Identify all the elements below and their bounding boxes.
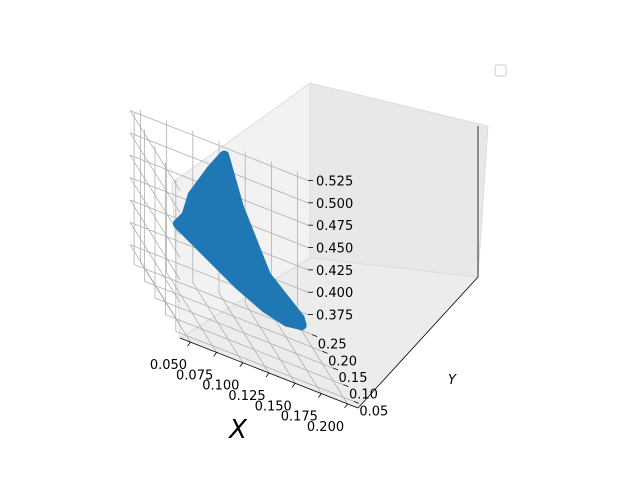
- x-axis-title: X: [227, 415, 248, 445]
- y-ticks: 0.050.10 0.15 0.200.25: [312, 334, 388, 419]
- x-tick-label: 0.050: [150, 358, 187, 373]
- x-tick-label: 0.100: [202, 379, 239, 394]
- x-tick-label: 0.175: [281, 410, 318, 425]
- y-tick-label: 0.20: [328, 354, 357, 369]
- x-tick-mark: [265, 372, 270, 378]
- y-tick-mark: [312, 334, 318, 338]
- grid-line-y: [165, 314, 344, 386]
- z-tick-label: 0.425: [316, 264, 353, 279]
- y-axis-title: Y: [448, 373, 457, 388]
- data-point: [281, 316, 292, 327]
- data-point: [233, 202, 244, 213]
- y-tick-mark: [332, 367, 339, 371]
- z-tick-label: 0.500: [316, 197, 353, 212]
- grid-line-y: [154, 297, 334, 369]
- y-axis-line: [357, 276, 479, 409]
- y-tick-label: 0.10: [349, 388, 378, 403]
- grid-line-y: [175, 330, 354, 402]
- x-tick-mark: [239, 362, 244, 367]
- z-tick-label: 0.525: [316, 174, 353, 189]
- x-tick-mark: [291, 383, 296, 388]
- z-tick-label: 0.475: [316, 219, 353, 234]
- x-tick-label: 0.125: [228, 389, 265, 404]
- z-ticks: 0.375 0.400 0.425 0.450 0.475 0.500 0.525: [308, 174, 353, 324]
- z-tick-label: 0.375: [316, 309, 353, 324]
- data-point: [173, 218, 183, 229]
- y-tick-mark: [343, 384, 349, 388]
- data-point: [181, 210, 192, 221]
- y-tick-label: 0.25: [318, 338, 347, 353]
- x-tick-mark: [213, 352, 217, 357]
- data-point: [187, 190, 198, 201]
- y-tick-mark: [322, 350, 328, 354]
- legend-box[interactable]: [494, 64, 507, 77]
- z-tick-label: 0.400: [316, 286, 353, 301]
- z-tick-label: 0.450: [316, 242, 353, 257]
- y-tick-mark: [353, 400, 359, 404]
- data-point: [233, 279, 244, 290]
- data-point: [219, 150, 230, 161]
- data-point: [206, 164, 217, 175]
- y-tick-label: 0.15: [339, 371, 368, 386]
- y-tick-label: 0.05: [359, 404, 388, 419]
- grid-line-y: [144, 280, 323, 352]
- x-tick-mark: [318, 393, 322, 398]
- x-tick-mark: [187, 341, 191, 347]
- data-layer: [173, 150, 307, 331]
- x-tick-label: 0.150: [255, 399, 292, 414]
- data-point: [261, 270, 272, 281]
- data-point: [296, 320, 307, 331]
- data-point: [260, 303, 271, 314]
- x-tick-label: 0.200: [307, 420, 344, 435]
- x-tick-label: 0.075: [176, 368, 213, 383]
- x-tick-mark: [344, 403, 348, 409]
